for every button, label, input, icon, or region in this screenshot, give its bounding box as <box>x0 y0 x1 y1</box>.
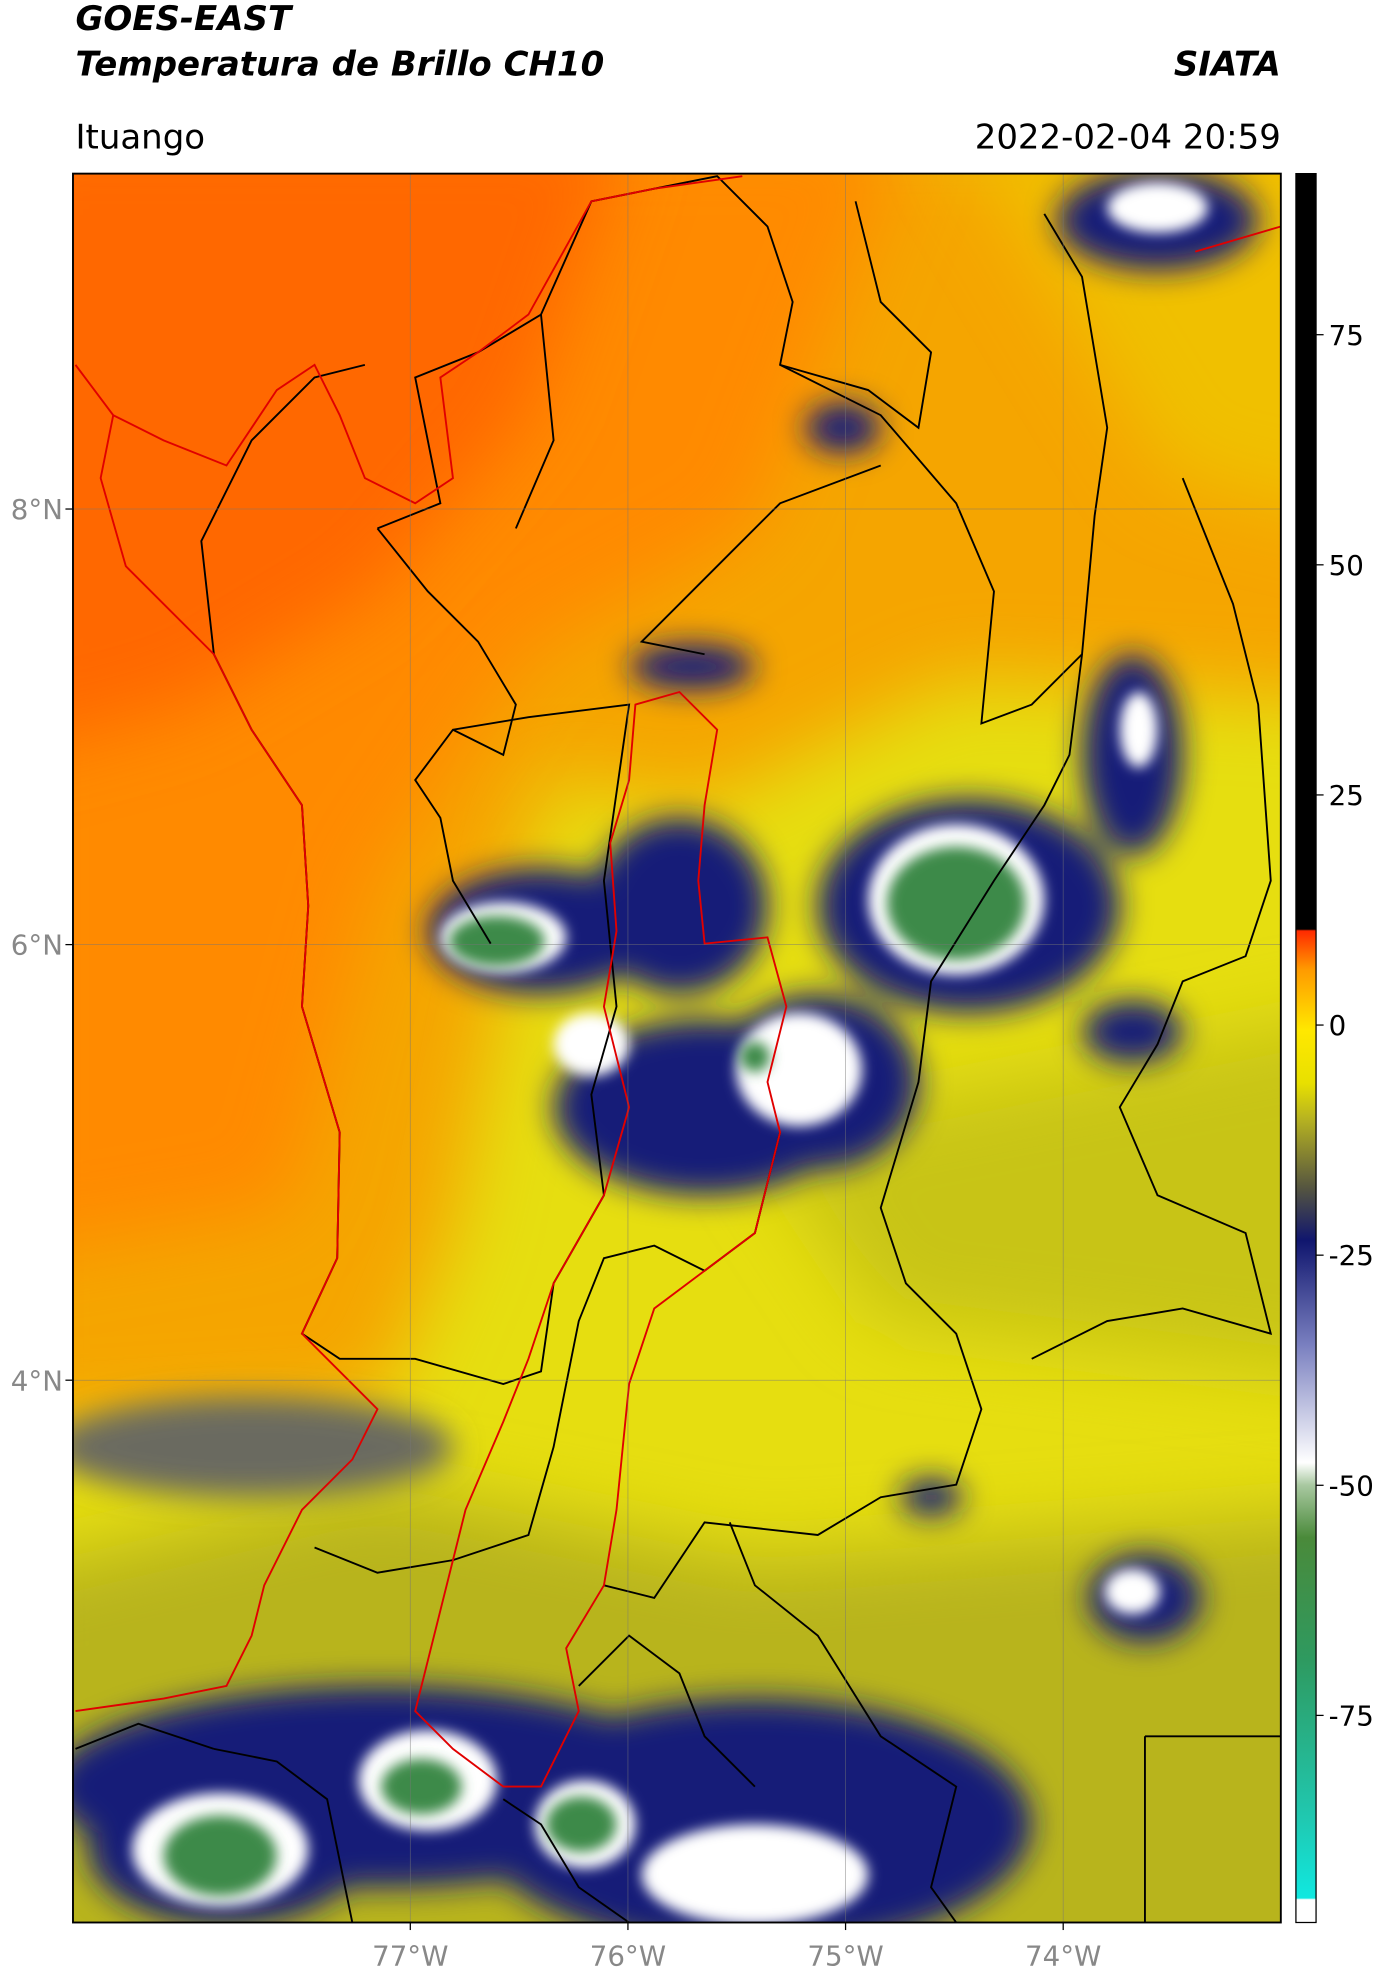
location: Ituango <box>75 117 205 157</box>
colorbar-label: 25 <box>1329 779 1364 812</box>
colorbar-label: 50 <box>1329 549 1364 582</box>
colorbar-label: -75 <box>1329 1699 1374 1732</box>
colorbar-label: 75 <box>1329 319 1364 352</box>
colorbar-label: -25 <box>1329 1239 1374 1272</box>
title: GOES-EAST <box>75 0 293 39</box>
colorbar-label: 0 <box>1329 1009 1347 1042</box>
x-tick-label: 76°W <box>590 1939 666 1972</box>
grid <box>72 173 1281 1923</box>
subtitle: Temperatura de Brillo CH10 <box>75 44 604 84</box>
x-tick-label: 77°W <box>372 1939 448 1972</box>
y-tick-label: 6°N <box>11 929 63 962</box>
y-tick-label: 4°N <box>11 1364 63 1397</box>
map-frame <box>72 172 1282 1924</box>
colorbar-label: -50 <box>1329 1469 1374 1502</box>
x-tick-label: 75°W <box>807 1939 883 1972</box>
y-tick-label: 8°N <box>11 493 63 526</box>
timestamp: 2022-02-04 20:59 <box>975 117 1281 157</box>
colorbar <box>1295 172 1317 1924</box>
x-tick-label: 74°W <box>1025 1939 1101 1972</box>
satellite-image <box>72 173 1281 1923</box>
brand: SIATA <box>1174 44 1281 84</box>
